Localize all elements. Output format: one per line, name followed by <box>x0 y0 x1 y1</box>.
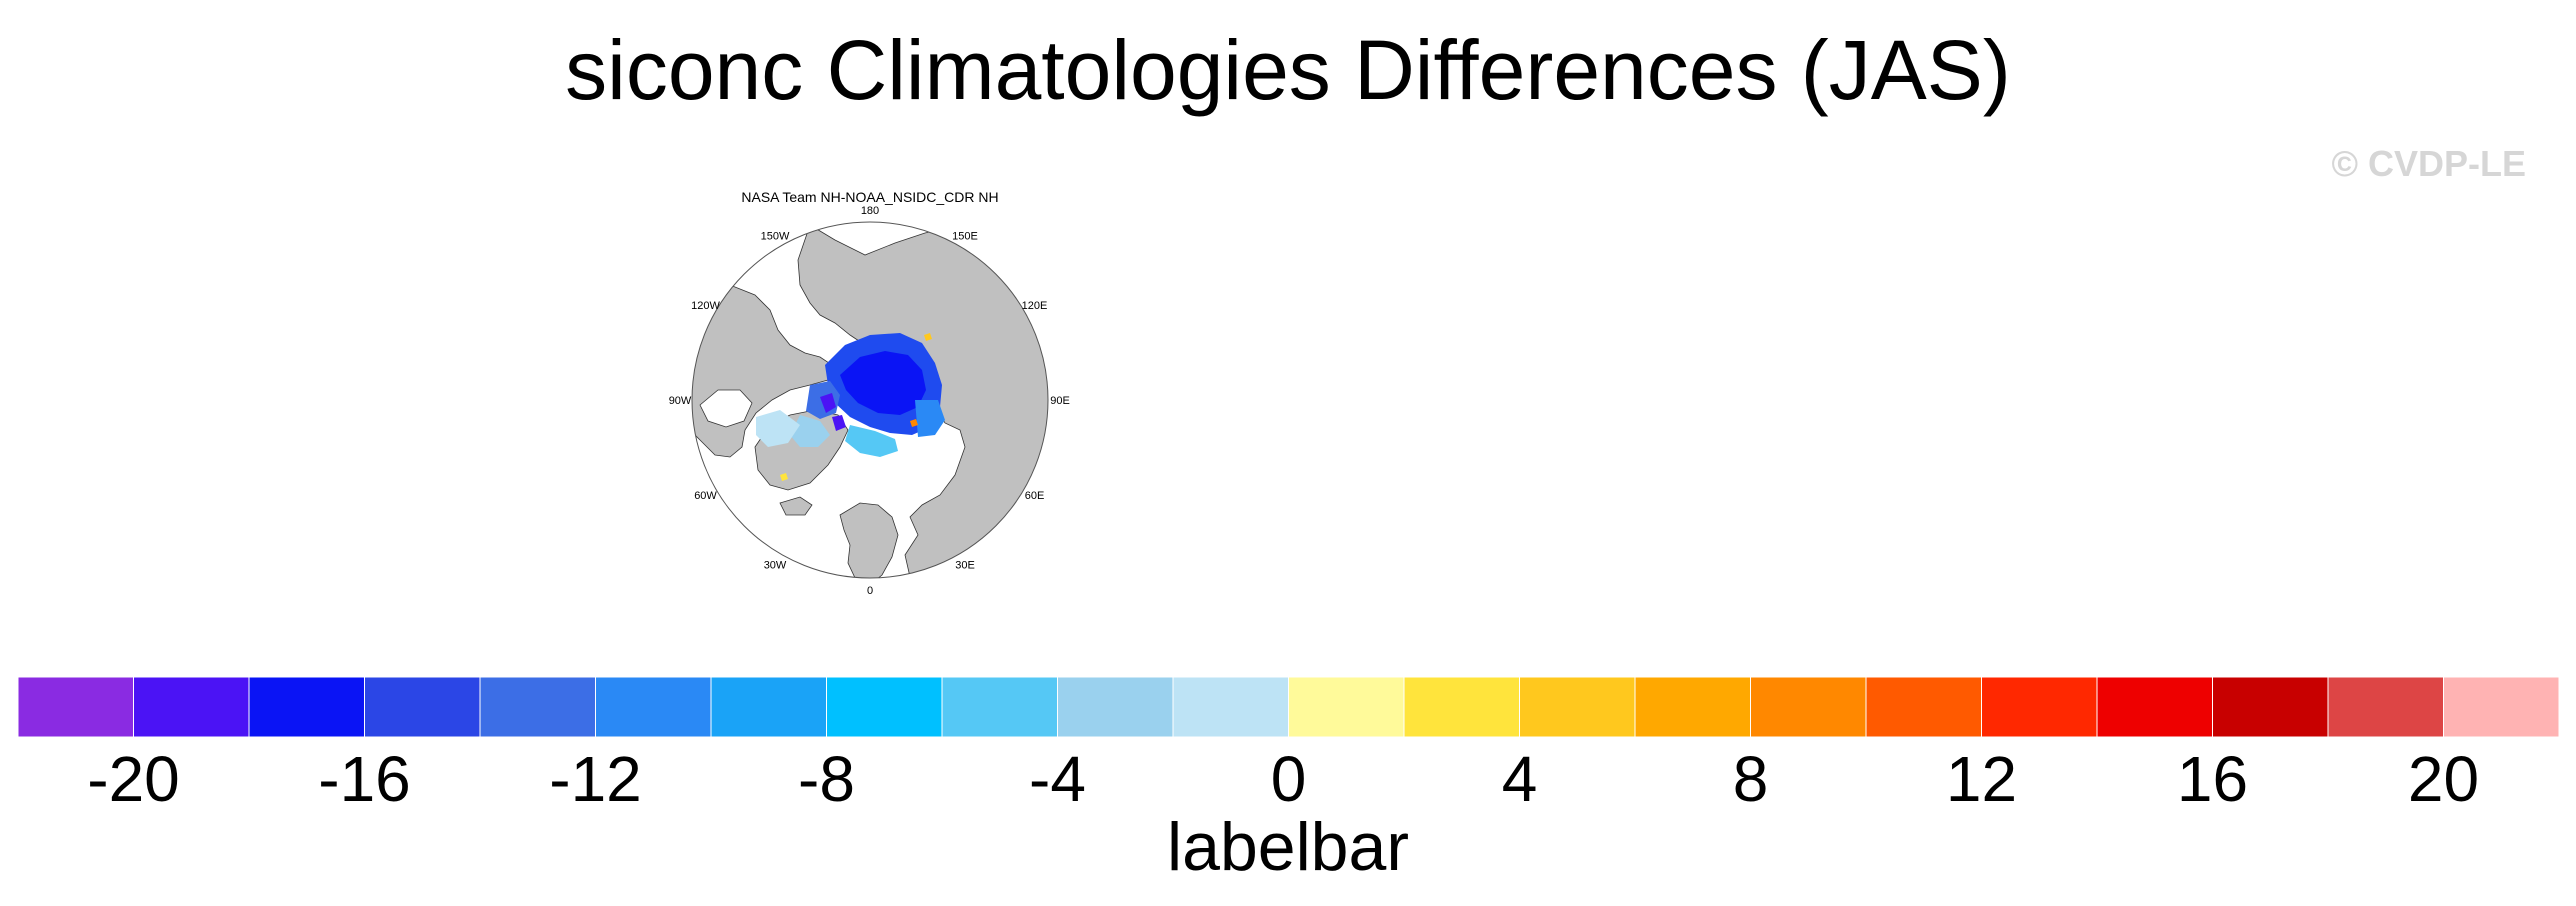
colorbar-box <box>1981 677 2098 737</box>
page-title: siconc Climatologies Differences (JAS) <box>565 23 2011 117</box>
longitude-label: 0 <box>867 585 873 597</box>
longitude-label: 30E <box>955 560 975 572</box>
colorbar-title: labelbar <box>1167 809 1409 885</box>
polar-stereographic-map: 180 150E 120E 90E 60E 30E 0 30W 60W 90W 120W 150W <box>669 205 1070 597</box>
longitude-labels: 180 150E 120E 90E 60E 30E 0 30W 60W 90W 120W 150W <box>669 205 1070 597</box>
colorbar-box <box>248 677 365 737</box>
colorbar-box <box>133 677 250 737</box>
colorbar-box <box>1057 677 1174 737</box>
colorbar-box <box>826 677 943 737</box>
longitude-label: 60E <box>1025 490 1045 502</box>
colorbar <box>18 677 2559 737</box>
colorbar-tick-label: 4 <box>1501 743 1538 815</box>
colorbar-box <box>1172 677 1289 737</box>
colorbar-box <box>1288 677 1405 737</box>
colorbar-tick-label: -16 <box>318 743 411 815</box>
colorbar-box <box>1865 677 1982 737</box>
longitude-label: 150W <box>761 231 790 243</box>
longitude-label: 120W <box>691 300 720 312</box>
polar-map-panel: 180 150E 120E 90E 60E 30E 0 30W 60W 90W 120W 150W <box>660 185 1080 605</box>
colorbar-box <box>1750 677 1867 737</box>
colorbar-box <box>1634 677 1751 737</box>
colorbar-box <box>2096 677 2213 737</box>
colorbar-tick-label: 20 <box>2407 743 2480 815</box>
longitude-label: 90W <box>669 395 692 407</box>
watermark-text: © CVDP-LE <box>2331 143 2526 184</box>
colorbar-tick-label: 16 <box>2176 743 2249 815</box>
colorbar-box <box>2212 677 2329 737</box>
colorbar-tick-label: -4 <box>1029 743 1086 815</box>
colorbar-box <box>2327 677 2444 737</box>
longitude-label: 150E <box>952 231 978 243</box>
colorbar-box <box>479 677 596 737</box>
land-scandinavia <box>839 502 899 578</box>
colorbar-tick-label: -20 <box>87 743 180 815</box>
sea-ice-difference-field <box>756 333 945 481</box>
map-boundary-circle <box>691 221 1049 579</box>
hudson-bay <box>699 389 753 428</box>
colorbar-box <box>941 677 1058 737</box>
colorbar-box <box>364 677 481 737</box>
colorbar-tick-label: 0 <box>1270 743 1307 815</box>
land-iceland <box>779 496 813 516</box>
colorbar-boxes <box>18 677 2559 737</box>
colorbar-box <box>18 677 134 737</box>
colorbar-tick-label: -12 <box>549 743 642 815</box>
colorbar-tick-label: 8 <box>1732 743 1769 815</box>
colorbar-box <box>710 677 827 737</box>
longitude-label: 120E <box>1022 300 1048 312</box>
longitude-label: 30W <box>764 560 787 572</box>
colorbar-box <box>1403 677 1520 737</box>
colorbar-box <box>2443 677 2559 737</box>
colorbar-box <box>1519 677 1636 737</box>
longitude-label: 180 <box>861 205 879 217</box>
longitude-label: 90E <box>1050 395 1070 407</box>
colorbar-tick-label: -8 <box>798 743 855 815</box>
colorbar-tick-label: 12 <box>1945 743 2018 815</box>
longitude-label: 60W <box>694 490 717 502</box>
map-subtitle: NASA Team NH-NOAA_NSIDC_CDR NH <box>741 189 999 205</box>
colorbar-box <box>595 677 712 737</box>
